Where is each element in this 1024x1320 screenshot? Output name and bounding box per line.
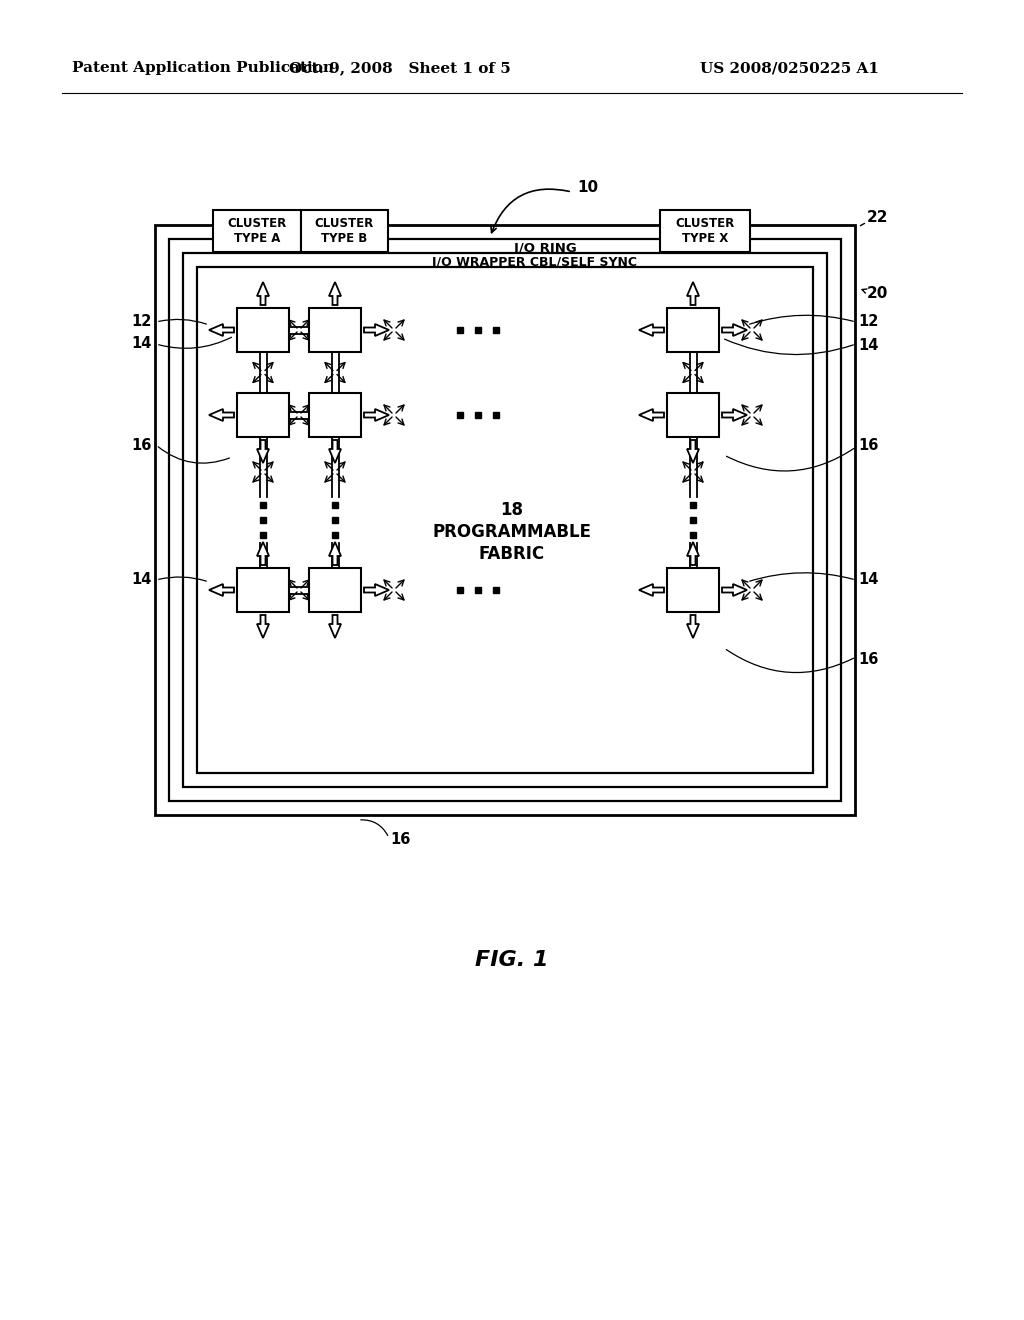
- FancyArrow shape: [364, 323, 389, 337]
- Text: CLUSTER
TYPE B: CLUSTER TYPE B: [314, 216, 374, 246]
- Text: 16: 16: [858, 437, 879, 453]
- Text: 18: 18: [501, 502, 523, 519]
- Bar: [660, 210, 750, 252]
- Text: 16: 16: [390, 833, 411, 847]
- Text: FIG. 1: FIG. 1: [475, 950, 549, 970]
- Text: 14: 14: [132, 573, 152, 587]
- Text: I/O WRAPPER CBL/SELF SYNC: I/O WRAPPER CBL/SELF SYNC: [432, 256, 638, 268]
- Text: 10: 10: [577, 181, 598, 195]
- FancyArrow shape: [364, 583, 389, 597]
- Bar: [309, 393, 361, 437]
- Text: 12: 12: [132, 314, 152, 330]
- FancyArrow shape: [329, 440, 341, 463]
- Text: 20: 20: [867, 285, 889, 301]
- Text: Patent Application Publication: Patent Application Publication: [72, 61, 334, 75]
- Bar: [667, 393, 719, 437]
- FancyArrow shape: [329, 615, 341, 638]
- FancyArrow shape: [687, 440, 699, 463]
- FancyArrow shape: [209, 323, 234, 337]
- Text: 16: 16: [858, 652, 879, 668]
- FancyArrow shape: [257, 615, 269, 638]
- Text: 14: 14: [132, 337, 152, 351]
- FancyArrow shape: [722, 323, 746, 337]
- FancyArrow shape: [639, 409, 664, 421]
- Bar: [213, 210, 300, 252]
- FancyArrow shape: [687, 543, 699, 565]
- FancyArrow shape: [257, 440, 269, 463]
- Text: CLUSTER
TYPE X: CLUSTER TYPE X: [676, 216, 734, 246]
- Text: CLUSTER
TYPE A: CLUSTER TYPE A: [227, 216, 287, 246]
- Text: 12: 12: [858, 314, 879, 330]
- Text: 14: 14: [858, 338, 879, 354]
- Text: FABRIC: FABRIC: [479, 545, 545, 564]
- FancyArrow shape: [329, 543, 341, 565]
- Text: 16: 16: [132, 437, 152, 453]
- FancyArrow shape: [329, 282, 341, 305]
- Bar: [667, 568, 719, 612]
- FancyArrow shape: [257, 543, 269, 565]
- FancyArrow shape: [722, 409, 746, 421]
- Bar: [197, 267, 813, 774]
- Bar: [237, 393, 289, 437]
- FancyArrow shape: [257, 282, 269, 305]
- FancyArrow shape: [209, 409, 234, 421]
- Text: 14: 14: [858, 573, 879, 587]
- FancyArrow shape: [639, 323, 664, 337]
- Bar: [309, 568, 361, 612]
- Bar: [300, 210, 388, 252]
- Bar: [309, 308, 361, 352]
- Bar: [237, 308, 289, 352]
- FancyArrow shape: [687, 615, 699, 638]
- Bar: [237, 568, 289, 612]
- FancyArrow shape: [687, 282, 699, 305]
- Text: Oct. 9, 2008   Sheet 1 of 5: Oct. 9, 2008 Sheet 1 of 5: [289, 61, 511, 75]
- Bar: [667, 308, 719, 352]
- FancyArrow shape: [364, 409, 389, 421]
- Text: I/O RING: I/O RING: [514, 242, 577, 255]
- Text: US 2008/0250225 A1: US 2008/0250225 A1: [700, 61, 880, 75]
- FancyArrow shape: [639, 583, 664, 597]
- Bar: [183, 253, 827, 787]
- FancyArrow shape: [722, 583, 746, 597]
- FancyArrow shape: [209, 583, 234, 597]
- Bar: [155, 224, 855, 814]
- Bar: [169, 239, 841, 801]
- Text: PROGRAMMABLE: PROGRAMMABLE: [432, 523, 592, 541]
- Text: 22: 22: [867, 210, 889, 226]
